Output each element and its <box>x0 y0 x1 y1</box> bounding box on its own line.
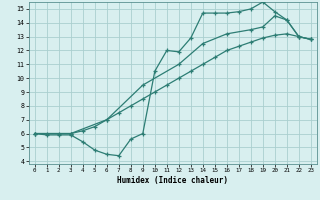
X-axis label: Humidex (Indice chaleur): Humidex (Indice chaleur) <box>117 176 228 185</box>
